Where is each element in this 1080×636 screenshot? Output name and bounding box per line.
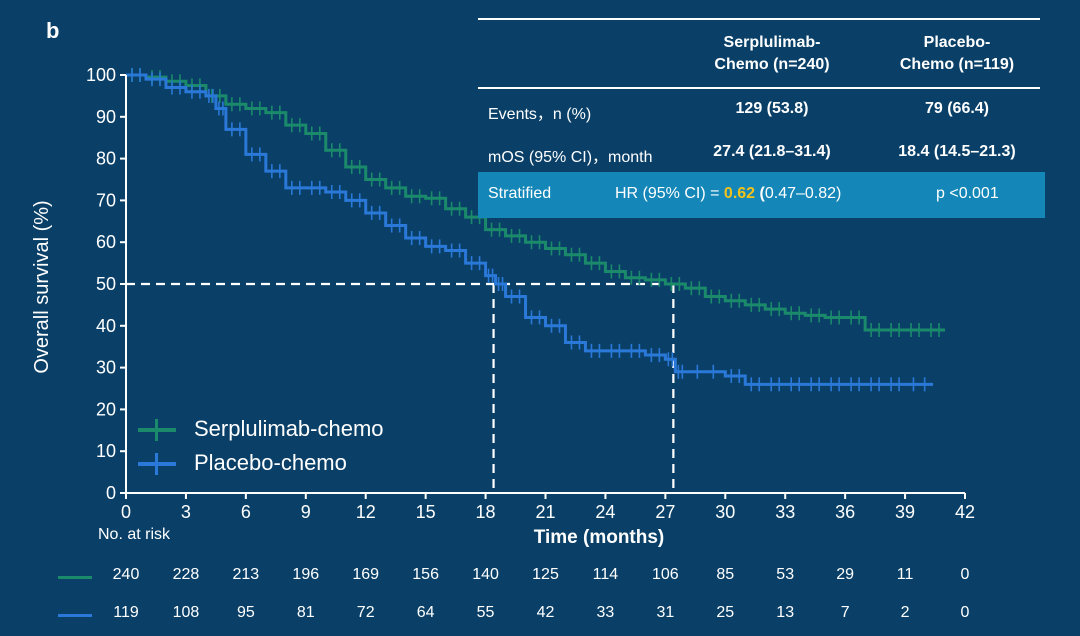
risk-serp-12: 29 [836, 566, 855, 583]
hr-prefix: HR (95% CI) = [615, 185, 724, 202]
x-tick-label-15: 15 [416, 502, 436, 522]
series-line-1 [126, 73, 934, 386]
risk-plac-7: 42 [536, 604, 555, 621]
risk-serp-13: 11 [896, 566, 914, 583]
risk-plac-8: 33 [596, 604, 615, 621]
y-tick-label-30: 30 [96, 358, 116, 378]
y-tick-label-20: 20 [96, 399, 116, 419]
reference-lines [126, 282, 675, 493]
row-events-label: Events，n (%) [488, 106, 592, 123]
legend-label-serplulimab: Serplulimab-chemo [194, 416, 384, 441]
row-mos-placebo: 18.4 (14.5–21.3) [898, 143, 1016, 160]
x-tick-label-39: 39 [895, 502, 915, 522]
risk-plac-0: 119 [113, 604, 139, 621]
risk-plac-4: 72 [356, 604, 375, 621]
x-tick-label-33: 33 [775, 502, 795, 522]
row-events-serp: 129 (53.8) [735, 100, 809, 117]
legend-tick-placebo [155, 453, 158, 475]
table-top-rule [478, 18, 1040, 20]
series-line-0 [126, 73, 946, 332]
legend-tick-serplulimab [155, 419, 158, 441]
hr-open-paren: ( [759, 185, 765, 202]
stratified-label: Stratified [488, 185, 552, 202]
row-events-placebo: 79 (66.4) [924, 100, 990, 117]
y-tick-label-10: 10 [96, 441, 116, 461]
risk-row-placebo: 119 108 95 81 72 64 55 42 33 31 25 13 7 2 0 [0, 604, 1080, 626]
p-value: p <0.001 [936, 185, 999, 202]
risk-row-serplulimab: 240 228 213 196 169 156 140 125 114 106 85 53 29 11 0 [0, 566, 1080, 588]
row-mos-label: mOS (95% CI)，month [488, 149, 653, 166]
y-axis-label: Overall survival (%) [31, 200, 53, 373]
col-header-placebo: Placebo- Chemo (n=119) [899, 34, 1015, 73]
risk-serp-6: 140 [472, 566, 499, 583]
risk-swatch-serplulimab [58, 576, 92, 579]
risk-serp-11: 53 [776, 566, 795, 583]
risk-serp-2: 213 [232, 566, 260, 583]
row-mos-serp: 27.4 (21.8–31.4) [713, 143, 831, 160]
risk-serp-5: 156 [412, 566, 439, 583]
risk-serp-1: 228 [172, 566, 200, 583]
risk-serp-10: 85 [716, 566, 735, 583]
hr-ci: 0.47–0.82) [764, 185, 842, 202]
y-tick-label-100: 100 [86, 65, 116, 85]
x-axis-label: Time (months) [534, 527, 665, 548]
risk-plac-3: 81 [296, 604, 315, 621]
table-header-rule [478, 87, 1040, 89]
risk-serp-0: 240 [112, 566, 140, 583]
risk-serp-3: 196 [292, 566, 320, 583]
risk-serp-4: 169 [352, 566, 380, 583]
legend-label-placebo: Placebo-chemo [194, 450, 347, 475]
y-tick-label-0: 0 [106, 483, 116, 503]
hazard-ratio: HR (95% CI) = 0.62 (0.47–0.82) [615, 185, 841, 203]
survival-curves [126, 68, 946, 392]
y-tick-label-90: 90 [96, 107, 116, 127]
risk-plac-2: 95 [236, 604, 255, 621]
panel-label: b [46, 18, 60, 43]
risk-serp-8: 114 [592, 566, 619, 583]
x-tick-label-24: 24 [595, 502, 615, 522]
risk-plac-14: 0 [960, 604, 970, 621]
x-tick-label-18: 18 [476, 502, 496, 522]
risk-swatch-placebo [58, 614, 92, 617]
y-tick-label-80: 80 [96, 149, 116, 169]
x-tick-label-9: 9 [301, 502, 311, 522]
risk-serp-7: 125 [532, 566, 559, 583]
hr-value: 0.62 [723, 185, 756, 202]
x-tick-label-36: 36 [835, 502, 855, 522]
x-tick-label-0: 0 [121, 502, 131, 522]
risk-plac-1: 108 [172, 604, 200, 621]
risk-plac-9: 31 [656, 604, 675, 621]
x-tick-label-21: 21 [535, 502, 555, 522]
y-tick-label-70: 70 [96, 190, 116, 210]
col-header-serplulimab: Serplulimab- Chemo (n=240) [714, 34, 830, 73]
risk-serp-9: 106 [651, 566, 679, 583]
y-tick-label-50: 50 [96, 274, 116, 294]
stratified-band: Stratified HR (95% CI) = 0.62 (0.47–0.82… [478, 172, 1045, 218]
risk-plac-6: 55 [476, 604, 495, 621]
x-tick-label-30: 30 [715, 502, 735, 522]
x-tick-label-27: 27 [655, 502, 675, 522]
x-tick-label-3: 3 [181, 502, 191, 522]
x-tick-label-6: 6 [241, 502, 251, 522]
risk-plac-5: 64 [416, 604, 435, 621]
x-tick-label-42: 42 [955, 502, 975, 522]
risk-plac-13: 2 [900, 604, 910, 621]
no-at-risk-title: No. at risk [98, 526, 171, 543]
risk-plac-10: 25 [716, 604, 735, 621]
x-tick-label-12: 12 [356, 502, 376, 522]
risk-plac-12: 7 [840, 604, 850, 621]
series-0 [126, 68, 946, 337]
y-tick-label-40: 40 [96, 316, 116, 336]
series-1 [126, 68, 934, 392]
y-tick-label-60: 60 [96, 232, 116, 252]
risk-serp-14: 0 [960, 566, 970, 583]
risk-plac-11: 13 [776, 604, 795, 621]
